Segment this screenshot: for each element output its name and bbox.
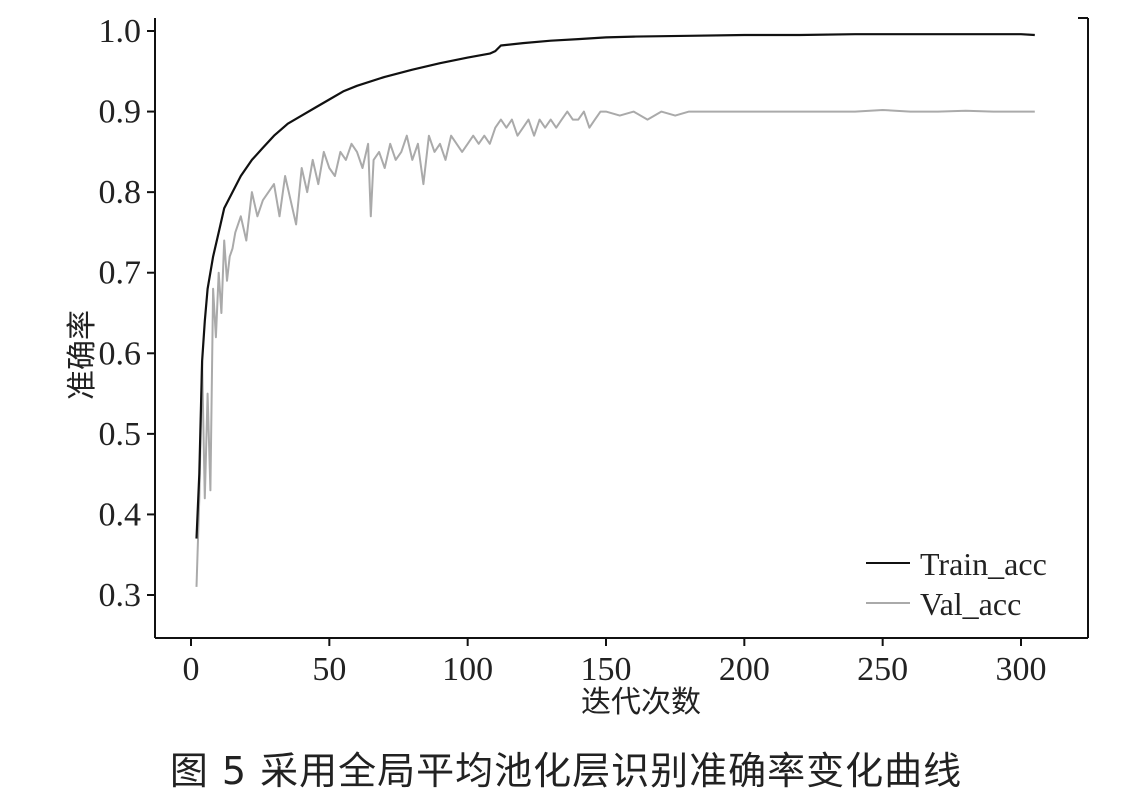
legend-label-val: Val_acc: [920, 586, 1021, 622]
x-tick-label: 50: [312, 651, 346, 688]
y-axis-ticks: 0.3 0.4 0.5 0.6 0.7 0.8 0.9 1.0: [99, 13, 155, 614]
y-tick-label: 1.0: [99, 13, 142, 50]
x-tick-label: 300: [996, 651, 1047, 688]
y-tick-label: 0.5: [99, 416, 142, 453]
x-axis-ticks: 0 50 100 150 200 250 300: [183, 638, 1047, 688]
x-tick-label: 150: [581, 651, 632, 688]
x-tick-label: 200: [719, 651, 770, 688]
y-tick-label: 0.9: [99, 94, 142, 131]
y-tick-label: 0.4: [99, 496, 142, 533]
x-tick-label: 250: [857, 651, 908, 688]
x-tick-label: 100: [442, 651, 493, 688]
x-axis-title: 迭代次数: [581, 685, 701, 720]
legend: Train_acc Val_acc: [866, 546, 1047, 622]
legend-label-train: Train_acc: [920, 546, 1047, 582]
y-tick-label: 0.7: [99, 255, 142, 292]
series-line-val-acc: [195, 109, 1035, 587]
y-tick-label: 0.8: [99, 174, 142, 211]
y-axis-title: 准确率: [65, 310, 100, 400]
series-lines: [195, 33, 1035, 587]
series-line-train-acc: [195, 33, 1035, 539]
y-tick-label: 0.6: [99, 335, 142, 372]
x-tick-label: 0: [183, 651, 200, 688]
accuracy-line-chart: 0.3 0.4 0.5 0.6 0.7 0.8 0.9 1.0 0 50 100 150 200 250…: [65, 13, 1089, 720]
figure-caption: 图 5 采用全局平均池化层识别准确率变化曲线: [169, 749, 963, 793]
y-tick-label: 0.3: [99, 577, 142, 614]
